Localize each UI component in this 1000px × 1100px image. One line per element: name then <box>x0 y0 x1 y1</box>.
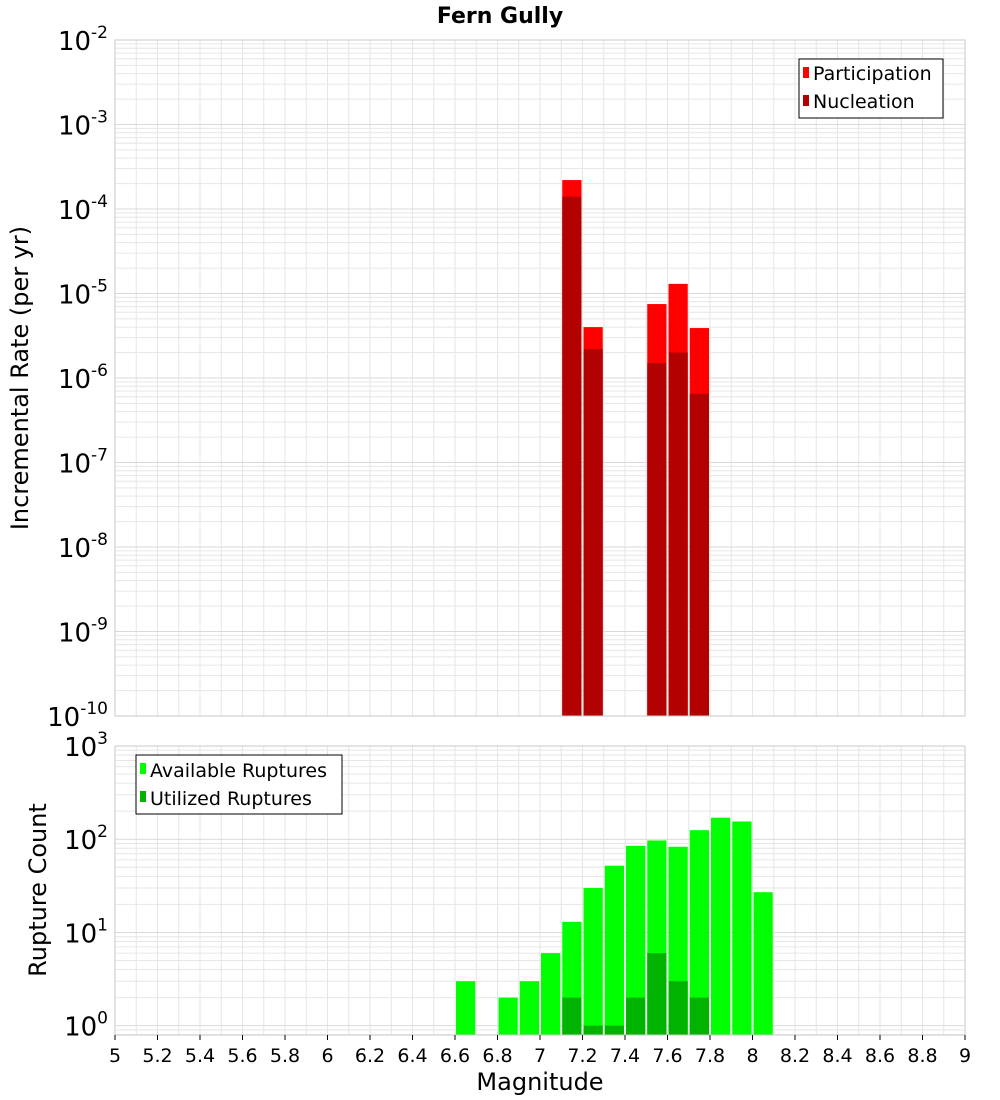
rate-y-tick-label: 10-4 <box>58 192 108 226</box>
nucleation-bar <box>583 349 603 716</box>
nucleation-bar <box>668 352 688 716</box>
available-ruptures-bar <box>711 817 731 1035</box>
x-tick-label: 7.4 <box>610 1045 640 1067</box>
available-ruptures-bar <box>732 821 752 1035</box>
count-y-tick-label: 100 <box>64 1009 108 1043</box>
utilized-ruptures-bar <box>647 953 667 1035</box>
available-legend-swatch <box>140 763 146 774</box>
rate-y-tick-label: 10-10 <box>47 699 108 733</box>
x-tick-label: 9 <box>959 1045 971 1067</box>
count-y-tick-label: 101 <box>64 915 108 949</box>
utilized-ruptures-bar <box>562 997 582 1035</box>
x-tick-label: 5.4 <box>185 1045 215 1067</box>
utilized-ruptures-bar <box>689 997 709 1035</box>
utilized-legend-swatch <box>140 791 146 802</box>
rate-legend: Participation Nucleation <box>798 58 944 119</box>
utilized-ruptures-bar <box>583 1025 603 1035</box>
rate-y-tick-label: 10-9 <box>58 615 108 649</box>
rate-y-tick-label: 10-7 <box>58 446 108 480</box>
available-ruptures-bar <box>689 830 709 1035</box>
x-tick-label: 6 <box>321 1045 333 1067</box>
available-ruptures-bar <box>753 892 773 1035</box>
chart-title: Fern Gully <box>437 4 563 29</box>
x-tick-label: 5.6 <box>227 1045 257 1067</box>
x-tick-label: 7.6 <box>652 1045 682 1067</box>
available-ruptures-bar <box>626 845 646 1035</box>
available-legend-label: Available Ruptures <box>150 760 327 782</box>
x-tick-label: 5.8 <box>270 1045 300 1067</box>
x-tick-label: 6.2 <box>355 1045 385 1067</box>
x-tick-label: 8 <box>746 1045 758 1067</box>
x-tick-label: 8.6 <box>865 1045 895 1067</box>
count-legend: Available Ruptures Utilized Ruptures <box>135 754 343 815</box>
rate-panel: 10-10 10-9 10-8 10-7 10-6 10-5 10-4 10-3 10-2 In… <box>6 23 966 733</box>
rate-y-tick-label: 10-3 <box>58 108 108 142</box>
count-bars <box>456 817 773 1035</box>
nucleation-legend-label: Nucleation <box>813 91 915 113</box>
available-ruptures-bar <box>604 865 624 1035</box>
x-tick-label: 7.2 <box>567 1045 597 1067</box>
nucleation-bar <box>689 393 709 716</box>
utilized-ruptures-bar <box>668 981 688 1035</box>
available-ruptures-bar <box>519 981 539 1035</box>
participation-legend-label: Participation <box>813 63 932 85</box>
rate-y-tick-label: 10-5 <box>58 277 108 311</box>
x-tick-label: 8.4 <box>822 1045 852 1067</box>
x-tick-label: 8.8 <box>907 1045 937 1067</box>
nucleation-bar <box>562 196 582 717</box>
count-y-tick-label: 103 <box>64 729 108 763</box>
x-tick-label: 5 <box>109 1045 121 1067</box>
x-tick-label: 7.8 <box>695 1045 725 1067</box>
utilized-legend-label: Utilized Ruptures <box>150 788 312 810</box>
rate-y-tick-label: 10-2 <box>58 23 108 57</box>
rate-legend-box <box>798 58 944 119</box>
rate-grid <box>114 40 966 717</box>
x-axis-label: Magnitude <box>476 1068 603 1096</box>
count-y-ticks: 100 101 102 103 <box>64 729 108 1043</box>
count-legend-box <box>135 754 343 815</box>
rate-y-ticks: 10-10 10-9 10-8 10-7 10-6 10-5 10-4 10-3 10-2 <box>47 23 108 733</box>
x-tick-label: 6.4 <box>397 1045 427 1067</box>
nucleation-legend-swatch <box>803 95 809 106</box>
available-ruptures-bar <box>456 981 476 1035</box>
x-tick-label: 5.2 <box>142 1045 172 1067</box>
utilized-ruptures-bar <box>604 1025 624 1035</box>
nucleation-bar <box>647 363 667 716</box>
x-tick-label: 6.6 <box>440 1045 470 1067</box>
count-y-axis-label: Rupture Count <box>24 803 52 977</box>
rate-y-axis-label: Incremental Rate (per yr) <box>6 226 34 530</box>
count-panel: 100 101 102 103 5 5.2 5.4 5.6 5.8 6 6.2 6.4 6.6 6.8 7… <box>24 729 971 1096</box>
count-y-tick-label: 102 <box>64 822 108 856</box>
x-tick-label: 7 <box>534 1045 546 1067</box>
rate-y-tick-label: 10-6 <box>58 361 108 395</box>
x-tick-label: 6.8 <box>482 1045 512 1067</box>
rate-plot-frame <box>114 39 966 717</box>
rate-y-tick-label: 10-8 <box>58 530 108 564</box>
available-ruptures-bar <box>498 997 518 1035</box>
utilized-ruptures-bar <box>626 997 646 1035</box>
participation-legend-swatch <box>803 67 809 78</box>
rate-bars <box>562 180 709 717</box>
available-ruptures-bar <box>541 953 561 1035</box>
x-tick-label: 8.2 <box>780 1045 810 1067</box>
magnitude-x-ticks: 5 5.2 5.4 5.6 5.8 6 6.2 6.4 6.6 6.8 7 7.2 7.4 7.6 7.8 8… <box>109 1035 971 1067</box>
available-ruptures-bar <box>583 887 603 1035</box>
